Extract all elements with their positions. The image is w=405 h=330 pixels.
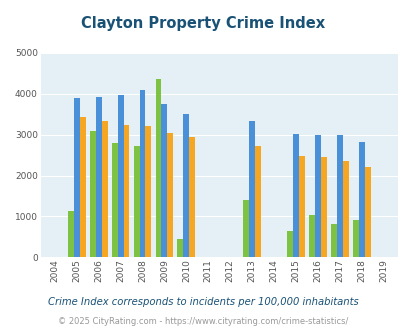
Bar <box>314 135 320 257</box>
Bar <box>254 146 260 257</box>
Bar <box>68 211 74 257</box>
Text: Clayton Property Crime Index: Clayton Property Crime Index <box>81 16 324 31</box>
Bar <box>308 215 314 257</box>
Bar <box>286 231 292 257</box>
Bar <box>364 167 370 257</box>
Bar <box>123 125 129 257</box>
Bar <box>96 97 101 257</box>
Bar <box>320 157 326 257</box>
Bar <box>101 121 107 257</box>
Bar <box>243 200 249 257</box>
Bar <box>330 224 336 257</box>
Bar <box>336 135 342 257</box>
Bar <box>183 114 189 257</box>
Bar <box>292 134 298 257</box>
Bar <box>155 79 161 257</box>
Text: Crime Index corresponds to incidents per 100,000 inhabitants: Crime Index corresponds to incidents per… <box>47 297 358 307</box>
Bar <box>342 161 348 257</box>
Bar <box>139 90 145 257</box>
Bar <box>90 131 96 257</box>
Bar <box>74 98 79 257</box>
Bar <box>249 121 254 257</box>
Text: © 2025 CityRating.com - https://www.cityrating.com/crime-statistics/: © 2025 CityRating.com - https://www.city… <box>58 317 347 326</box>
Bar <box>352 220 358 257</box>
Bar <box>358 142 364 257</box>
Bar <box>79 116 85 257</box>
Bar <box>145 126 151 257</box>
Bar <box>298 155 304 257</box>
Bar <box>117 95 123 257</box>
Bar <box>133 146 139 257</box>
Bar <box>111 143 117 257</box>
Bar <box>177 239 183 257</box>
Bar <box>189 137 195 257</box>
Bar <box>161 104 167 257</box>
Bar <box>167 133 173 257</box>
